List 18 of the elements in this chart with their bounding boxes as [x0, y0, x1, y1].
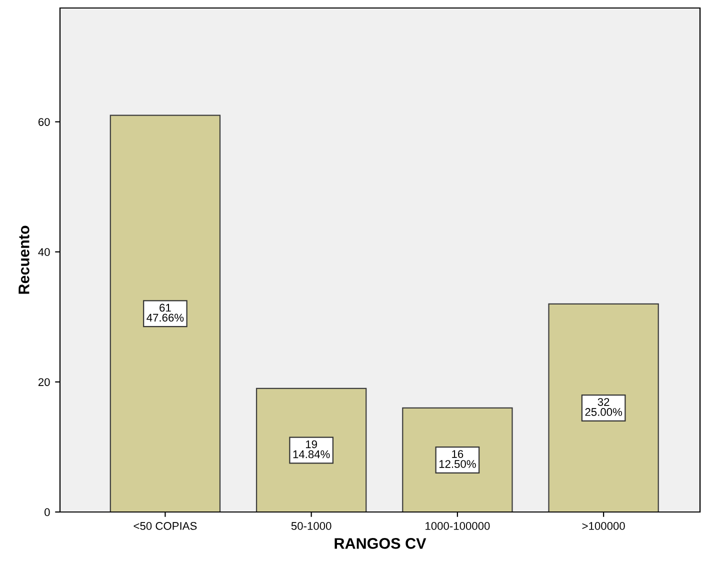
x-tick-label: 50-1000 — [291, 522, 332, 530]
y-tick-label: 40 — [38, 248, 50, 256]
data-label: 61 47.66% — [146, 304, 184, 322]
bar — [402, 407, 513, 512]
y-tick-label: 0 — [44, 508, 50, 516]
data-label: 32 25.00% — [585, 398, 622, 416]
data-label: 16 12.50% — [439, 450, 476, 468]
x-axis-title: RANGOS CV — [334, 538, 426, 549]
bar — [548, 303, 659, 512]
y-tick-label: 20 — [38, 378, 50, 386]
x-tick-label: >100000 — [582, 522, 625, 530]
bar — [110, 114, 221, 512]
y-tick-label: 60 — [38, 118, 50, 126]
x-tick-label: <50 COPIAS — [134, 522, 197, 530]
data-label: 19 14.84% — [293, 440, 330, 458]
bar — [256, 388, 367, 512]
y-axis-title: Recuento — [18, 226, 30, 294]
x-tick-label: 1000-100000 — [426, 522, 490, 530]
